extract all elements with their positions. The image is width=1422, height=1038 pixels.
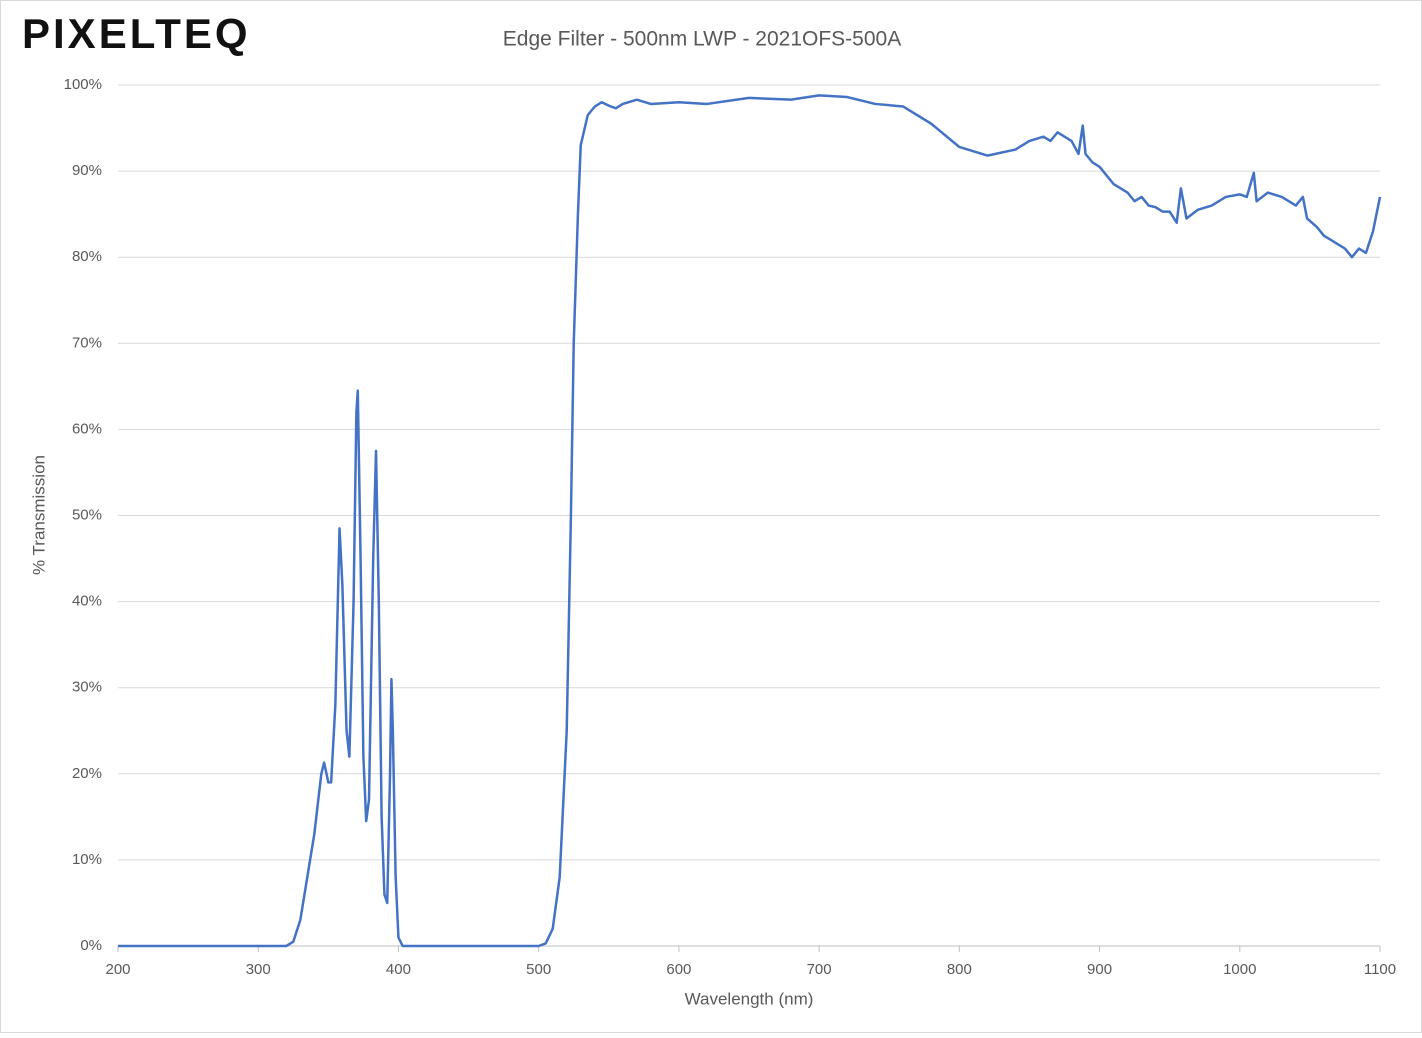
x-tick-label: 400 (386, 961, 411, 978)
y-tick-label: 80% (72, 248, 102, 265)
x-axis-label: Wavelength (nm) (685, 989, 814, 1008)
y-axis-label: % Transmission (29, 455, 48, 575)
x-tick-label: 1100 (1364, 961, 1396, 978)
y-tick-label: 30% (72, 679, 102, 696)
y-tick-label: 90% (72, 162, 102, 179)
x-tick-label: 1000 (1223, 961, 1256, 978)
y-tick-label: 70% (72, 334, 102, 351)
x-tick-label: 800 (947, 961, 972, 978)
x-tick-label: 900 (1087, 961, 1112, 978)
x-tick-label: 700 (807, 961, 832, 978)
x-tick-label: 600 (666, 961, 691, 978)
y-tick-label: 60% (72, 420, 102, 437)
y-tick-label: 50% (72, 506, 102, 523)
x-tick-label: 300 (246, 961, 271, 978)
y-tick-label: 10% (72, 851, 102, 868)
y-tick-label: 100% (64, 76, 102, 93)
logo: PIXELTEQ (22, 10, 251, 57)
y-tick-label: 20% (72, 765, 102, 782)
x-tick-label: 500 (526, 961, 551, 978)
y-tick-label: 0% (80, 937, 102, 954)
x-tick-label: 200 (105, 961, 130, 978)
data-line (118, 94, 1382, 948)
chart-title: Edge Filter - 500nm LWP - 2021OFS-500A (503, 28, 901, 51)
y-tick-label: 40% (72, 593, 102, 610)
